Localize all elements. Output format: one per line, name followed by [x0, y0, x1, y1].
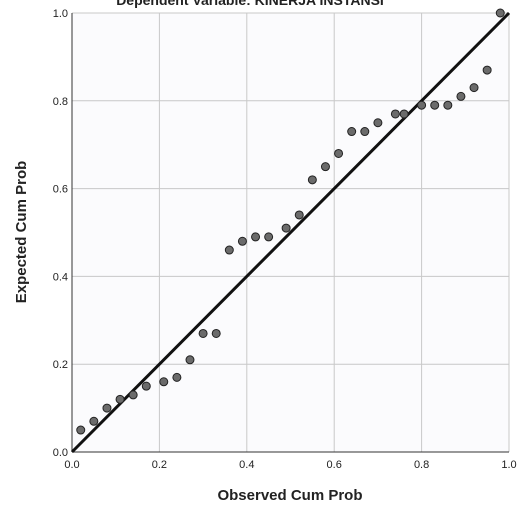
chart: Dependent Variable: KINERJA INSTANSI Obs… — [0, 0, 520, 509]
point — [199, 329, 207, 337]
point — [335, 149, 343, 157]
point — [295, 211, 303, 219]
point — [173, 373, 181, 381]
y-tick-label: 0.2 — [53, 359, 68, 371]
point — [321, 163, 329, 171]
x-tick-label: 0.6 — [327, 459, 342, 471]
x-tick-label: 1.0 — [501, 459, 516, 471]
y-tick-label: 0.6 — [53, 184, 68, 196]
point — [90, 417, 98, 425]
point — [418, 101, 426, 109]
point — [129, 391, 137, 399]
point — [116, 395, 124, 403]
point — [212, 329, 220, 337]
x-tick-label: 0.2 — [152, 459, 167, 471]
point — [444, 101, 452, 109]
y-tick-label: 1.0 — [53, 8, 68, 20]
point — [225, 246, 233, 254]
y-tick-label: 0.8 — [53, 96, 68, 108]
point — [252, 233, 260, 241]
point — [400, 110, 408, 118]
point — [496, 9, 504, 17]
page: {"chart_data": {"type": "scatter", "subt… — [0, 0, 520, 509]
point — [77, 426, 85, 434]
point — [282, 224, 290, 232]
point — [186, 356, 194, 364]
point — [374, 119, 382, 127]
point — [103, 404, 111, 412]
point — [238, 237, 246, 245]
x-axis-title: Observed Cum Prob — [217, 487, 362, 504]
point — [391, 110, 399, 118]
point — [483, 66, 491, 74]
y-tick-label: 0.4 — [53, 271, 68, 283]
point — [470, 84, 478, 92]
point — [431, 101, 439, 109]
point — [308, 176, 316, 184]
point — [361, 128, 369, 136]
point — [142, 382, 150, 390]
x-tick-label: 0.0 — [64, 459, 79, 471]
point — [160, 378, 168, 386]
y-tick-label: 0.0 — [53, 447, 68, 459]
x-tick-label: 0.8 — [414, 459, 429, 471]
point — [348, 128, 356, 136]
chart-subtitle: Dependent Variable: KINERJA INSTANSI — [116, 0, 384, 8]
point — [265, 233, 273, 241]
point — [457, 92, 465, 100]
y-axis-title: Expected Cum Prob — [13, 161, 30, 304]
x-tick-label: 0.4 — [239, 459, 254, 471]
